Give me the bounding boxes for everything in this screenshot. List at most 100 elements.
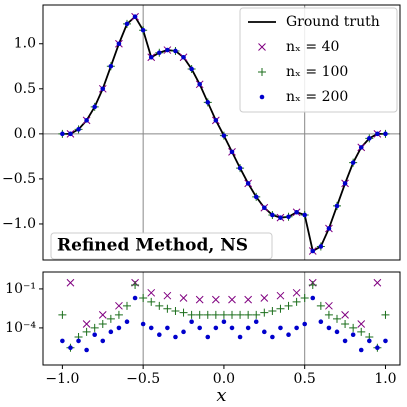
point bbox=[318, 319, 324, 325]
point bbox=[245, 325, 251, 331]
point bbox=[253, 319, 259, 325]
x-tick-label: 1.0 bbox=[374, 371, 396, 387]
point bbox=[187, 310, 196, 319]
point bbox=[268, 306, 277, 315]
point bbox=[90, 323, 99, 332]
point bbox=[163, 304, 172, 313]
point bbox=[270, 212, 275, 218]
point bbox=[213, 118, 219, 123]
point bbox=[219, 310, 228, 319]
point bbox=[341, 311, 349, 319]
point bbox=[334, 329, 340, 335]
point bbox=[147, 288, 156, 297]
point bbox=[375, 131, 380, 137]
point bbox=[302, 321, 307, 327]
legend-label: nₓ = 100 bbox=[286, 64, 348, 80]
point bbox=[98, 311, 107, 319]
y-tick-label: 10⁻⁴ bbox=[5, 320, 36, 336]
point bbox=[278, 325, 283, 331]
point bbox=[197, 81, 202, 87]
point bbox=[221, 319, 227, 325]
y-tick-label: −1.0 bbox=[2, 216, 36, 232]
point bbox=[333, 314, 341, 323]
point bbox=[276, 304, 285, 313]
point bbox=[106, 314, 115, 323]
point bbox=[60, 131, 65, 137]
point bbox=[375, 345, 380, 350]
legend-marker bbox=[258, 68, 266, 76]
point bbox=[165, 325, 170, 331]
point bbox=[357, 327, 366, 336]
x-tick-label: 0.0 bbox=[213, 371, 235, 387]
point bbox=[140, 321, 146, 327]
x-tick-label: 0.5 bbox=[294, 371, 316, 387]
point bbox=[155, 301, 164, 310]
point bbox=[100, 338, 106, 344]
point bbox=[326, 226, 332, 231]
point bbox=[108, 329, 114, 335]
point bbox=[82, 327, 91, 336]
point bbox=[310, 295, 316, 301]
point bbox=[92, 332, 97, 338]
point bbox=[302, 212, 307, 218]
point bbox=[228, 310, 236, 319]
point bbox=[260, 294, 269, 302]
point bbox=[66, 278, 75, 287]
point bbox=[244, 310, 253, 319]
point bbox=[100, 86, 106, 92]
legend-label: Ground truth bbox=[286, 14, 380, 30]
point bbox=[236, 310, 245, 319]
point bbox=[252, 310, 261, 319]
point bbox=[203, 310, 212, 319]
point bbox=[139, 293, 148, 302]
point bbox=[211, 310, 220, 319]
point bbox=[181, 329, 186, 335]
point bbox=[76, 338, 81, 344]
point bbox=[286, 214, 291, 220]
point bbox=[189, 319, 194, 325]
point bbox=[308, 280, 317, 289]
point bbox=[171, 306, 180, 315]
point bbox=[316, 301, 325, 310]
point bbox=[373, 278, 382, 287]
point bbox=[318, 244, 324, 249]
point bbox=[286, 332, 291, 338]
point bbox=[284, 301, 293, 310]
point bbox=[310, 248, 316, 254]
point bbox=[115, 301, 123, 310]
point bbox=[244, 295, 253, 304]
point bbox=[165, 47, 170, 53]
point bbox=[181, 54, 186, 60]
point bbox=[383, 338, 388, 344]
point bbox=[148, 54, 154, 60]
y-tick-label: 0.5 bbox=[14, 81, 36, 97]
y-tick-label: 0.0 bbox=[14, 126, 36, 142]
point bbox=[124, 21, 130, 27]
point bbox=[228, 295, 236, 304]
point bbox=[229, 149, 235, 155]
point bbox=[342, 338, 348, 344]
annotation: Refined Method, NS bbox=[57, 236, 248, 256]
point bbox=[245, 181, 251, 186]
legend-label: nₓ = 200 bbox=[286, 89, 348, 105]
point bbox=[334, 203, 340, 209]
point bbox=[324, 310, 333, 319]
point bbox=[114, 310, 123, 319]
point bbox=[326, 325, 332, 331]
point bbox=[124, 319, 130, 325]
point bbox=[325, 301, 333, 310]
point bbox=[148, 325, 154, 331]
point bbox=[173, 48, 178, 54]
point bbox=[260, 308, 269, 317]
x-tick-label: −1.0 bbox=[45, 371, 79, 387]
y-tick-label: −0.5 bbox=[2, 171, 36, 187]
point bbox=[195, 310, 204, 319]
point bbox=[108, 63, 114, 69]
point bbox=[367, 136, 372, 141]
point bbox=[131, 280, 140, 289]
point bbox=[189, 66, 194, 72]
point bbox=[367, 338, 372, 344]
point bbox=[84, 118, 89, 123]
point bbox=[197, 325, 202, 331]
legend-label: nₓ = 40 bbox=[286, 39, 339, 55]
